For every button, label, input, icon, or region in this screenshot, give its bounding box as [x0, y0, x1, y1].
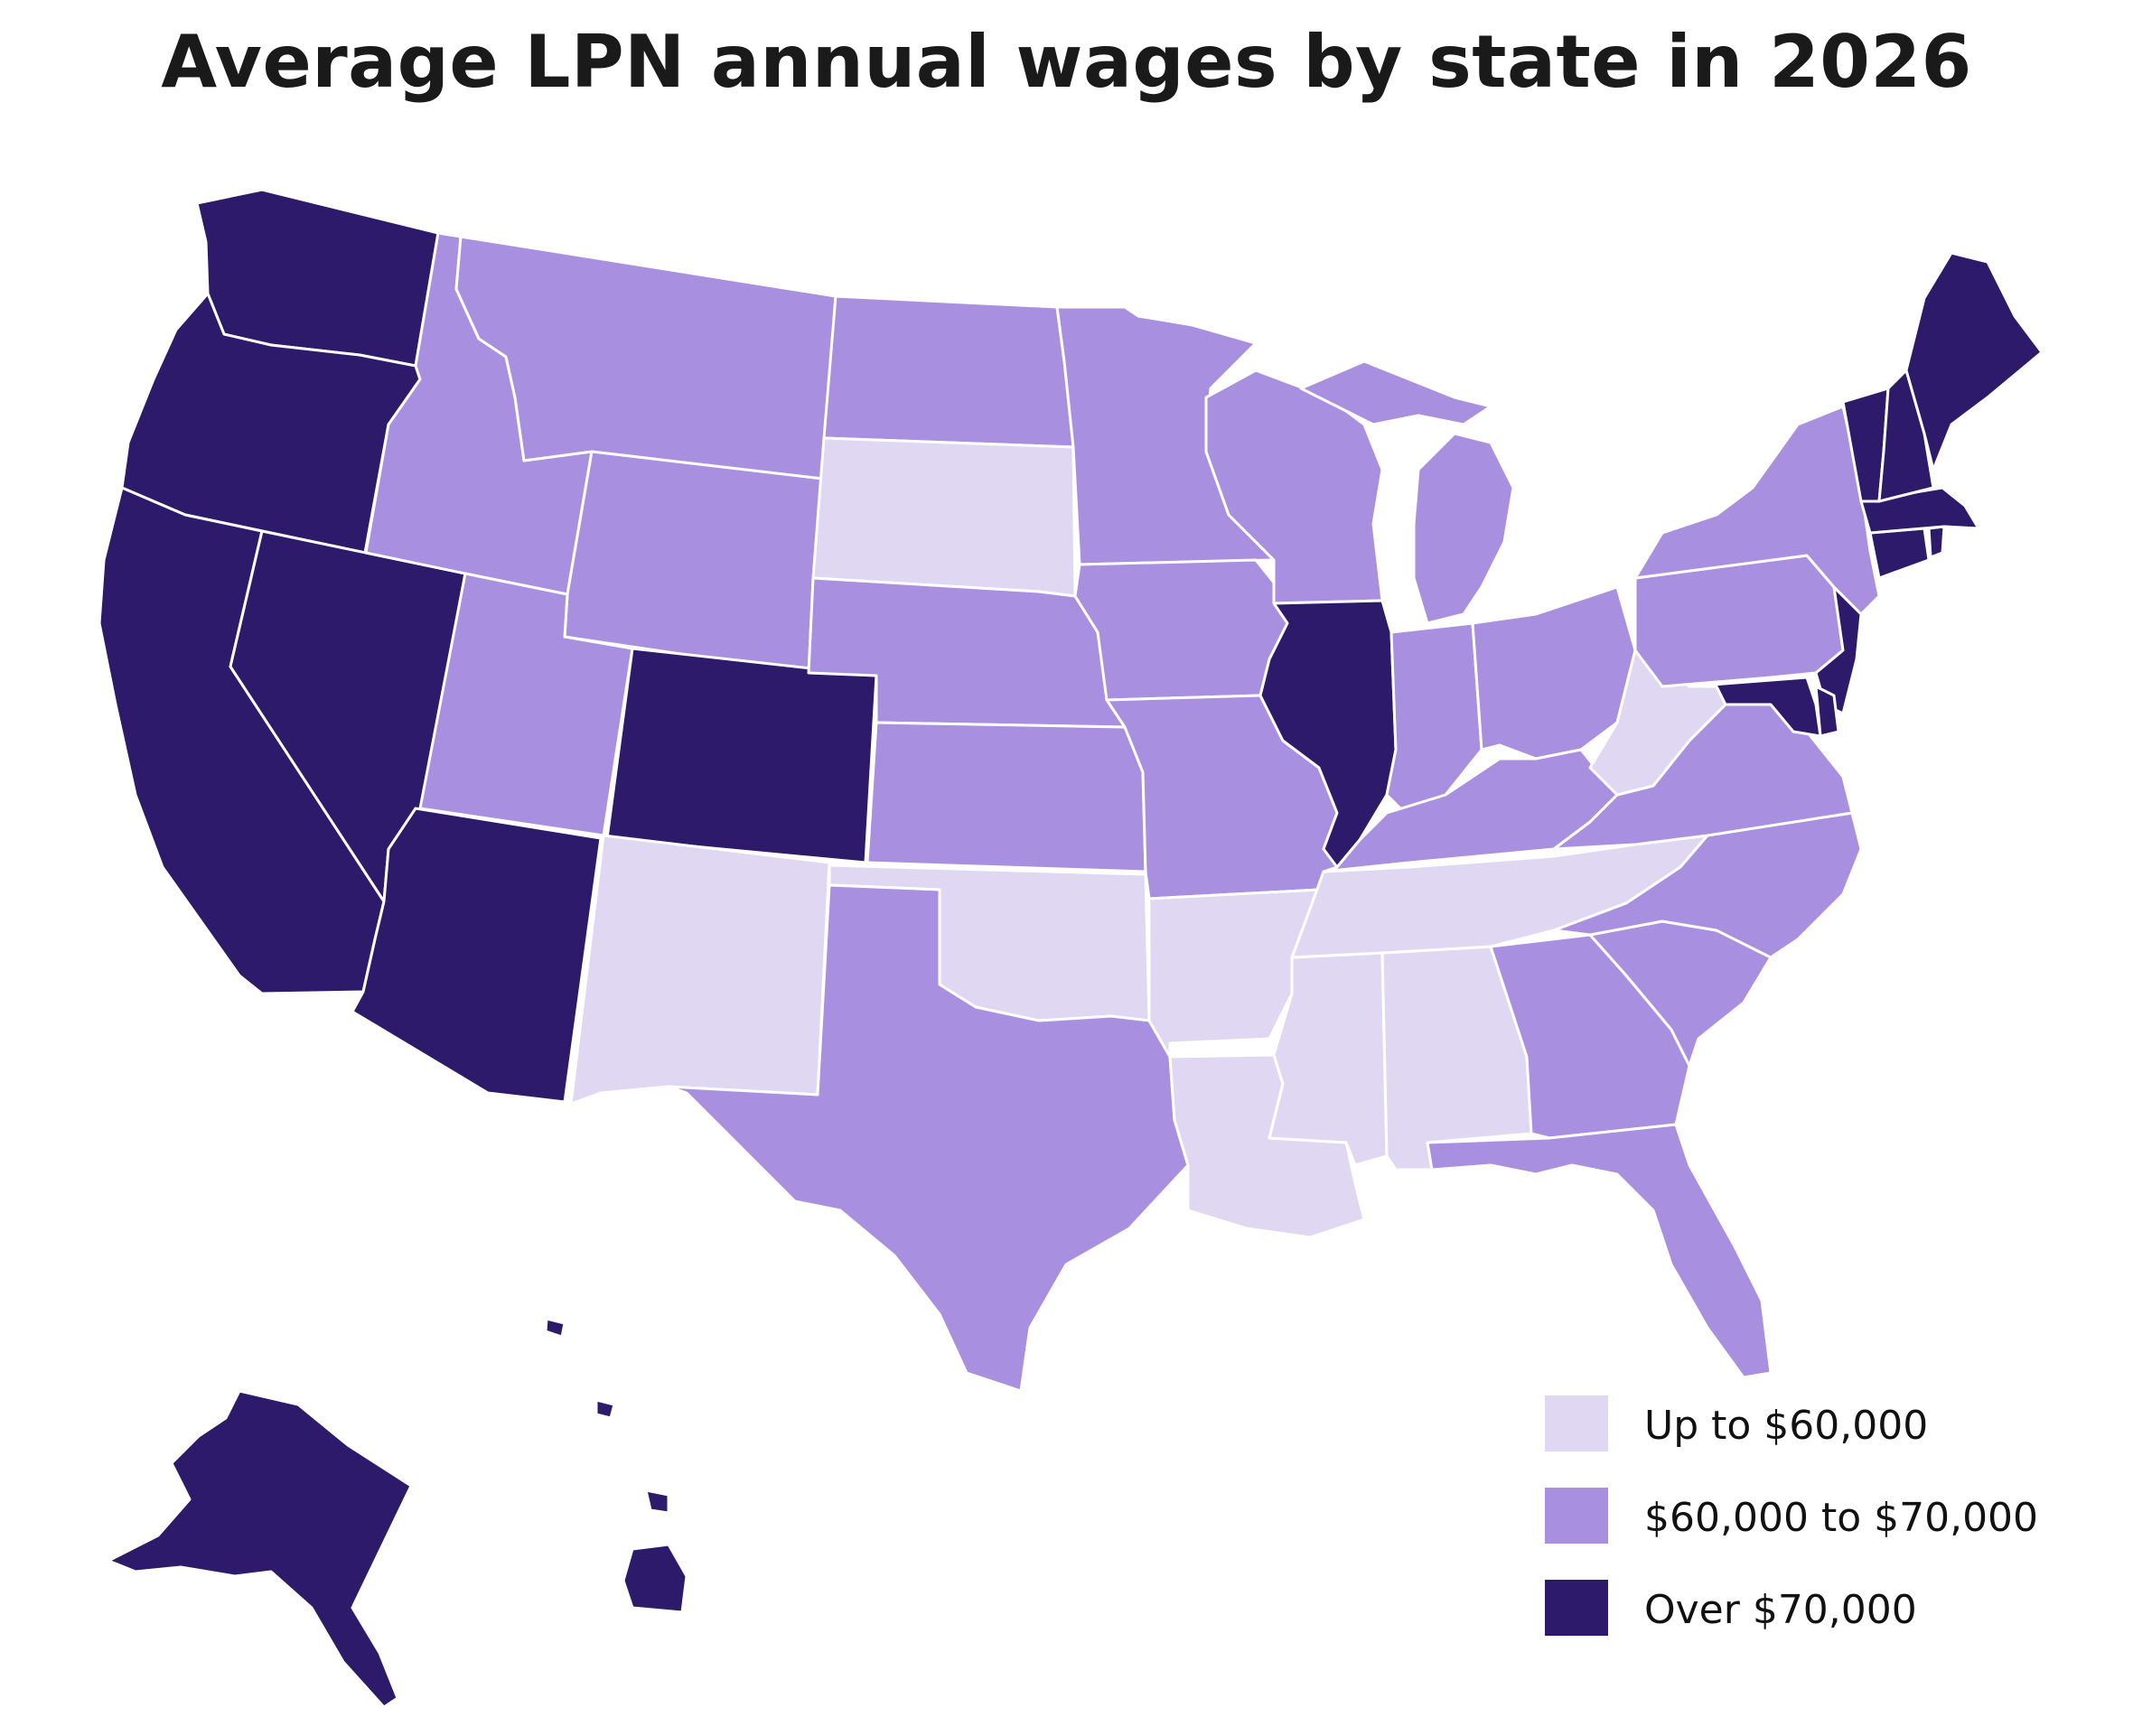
state-SD — [811, 436, 1077, 598]
state-AK — [107, 1389, 413, 1709]
state-MI — [1299, 359, 1515, 625]
state-OH — [1471, 585, 1637, 761]
legend-swatch-low — [1545, 1395, 1608, 1451]
map-title: Average LPN annual wages by state in 202… — [161, 20, 1972, 104]
legend-item-mid: $60,000 to $70,000 — [1545, 1488, 2123, 1544]
state-KS — [865, 721, 1147, 873]
state-RI — [1927, 525, 1946, 559]
state-KY — [1322, 748, 1619, 873]
state-AZ — [351, 807, 603, 1104]
state-ND — [822, 294, 1075, 449]
legend-label-high: Over $70,000 — [1644, 1587, 1917, 1633]
state-MD — [1688, 676, 1822, 738]
legend-item-low: Up to $60,000 — [1545, 1395, 2123, 1451]
map-legend: Up to $60,000 $60,000 to $70,000 Over $7… — [1545, 1395, 2123, 1672]
legend-swatch-high — [1545, 1580, 1608, 1636]
legend-label-low: Up to $60,000 — [1644, 1403, 1929, 1449]
state-CO — [605, 647, 878, 864]
state-NC — [1552, 811, 1863, 959]
state-ME — [1904, 251, 2044, 471]
state-HI — [544, 1317, 688, 1614]
state-CT — [1868, 527, 1931, 580]
legend-item-high: Over $70,000 — [1545, 1580, 2123, 1636]
legend-label-mid: $60,000 to $70,000 — [1644, 1495, 2039, 1541]
state-IA — [1073, 558, 1289, 702]
state-FL — [1426, 1123, 1773, 1379]
legend-swatch-mid — [1545, 1488, 1608, 1544]
state-TX — [667, 883, 1190, 1393]
state-NM — [569, 834, 831, 1106]
state-WY — [563, 450, 824, 675]
